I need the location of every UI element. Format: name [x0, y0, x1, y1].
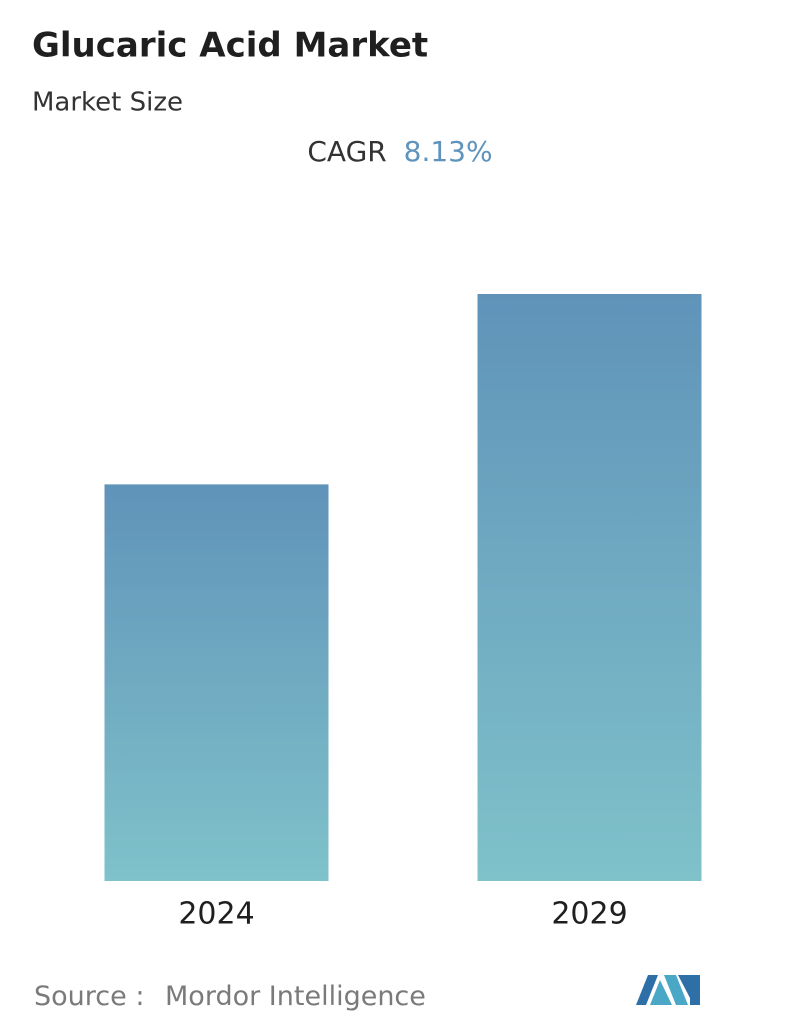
chart-subtitle: Market Size [32, 88, 183, 118]
source-label: Source : [34, 981, 144, 1012]
x-tick-label: 2029 [551, 897, 627, 932]
logo [636, 975, 700, 1005]
bar [477, 294, 702, 881]
cagr: CAGR 8.13% [307, 135, 492, 168]
bar [104, 484, 329, 881]
source-name: Mordor Intelligence [165, 981, 426, 1012]
chart-title: Glucaric Acid Market [32, 26, 428, 66]
source: Source : Mordor Intelligence [34, 981, 426, 1012]
x-tick-label: 2024 [178, 897, 254, 932]
cagr-label: CAGR [307, 135, 386, 168]
cagr-value: 8.13% [404, 135, 493, 168]
